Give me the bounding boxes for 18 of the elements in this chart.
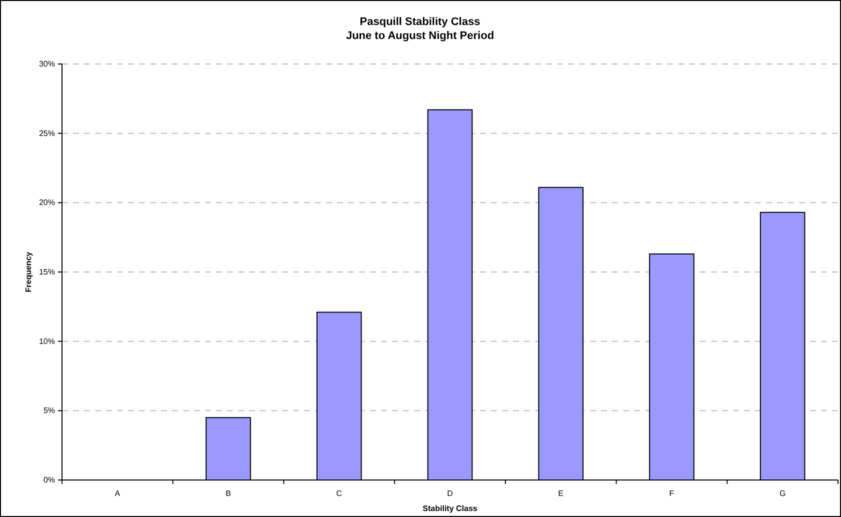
x-tick-label: F — [669, 489, 674, 498]
y-axis-title: Frequency — [24, 251, 33, 292]
y-tick-label: 30% — [38, 60, 55, 69]
x-tick-label: D — [447, 489, 454, 498]
x-axis-title: Stability Class — [422, 504, 478, 513]
chart-title: Pasquill Stability Class — [360, 16, 480, 28]
x-tick-label: E — [558, 489, 564, 498]
x-tick-label: G — [779, 489, 786, 498]
x-tick-label: B — [226, 489, 231, 498]
y-tick-label: 15% — [38, 268, 55, 277]
x-tick-label: A — [114, 489, 121, 498]
y-tick-label: 10% — [38, 336, 55, 346]
chart-subtitle: June to August Night Period — [346, 30, 494, 42]
y-tick-label: 20% — [38, 198, 55, 208]
y-tick-label: 0% — [43, 476, 55, 485]
y-tick-label: 5% — [43, 406, 55, 416]
y-tick-label: 25% — [38, 128, 55, 138]
x-tick-label: C — [336, 489, 342, 498]
